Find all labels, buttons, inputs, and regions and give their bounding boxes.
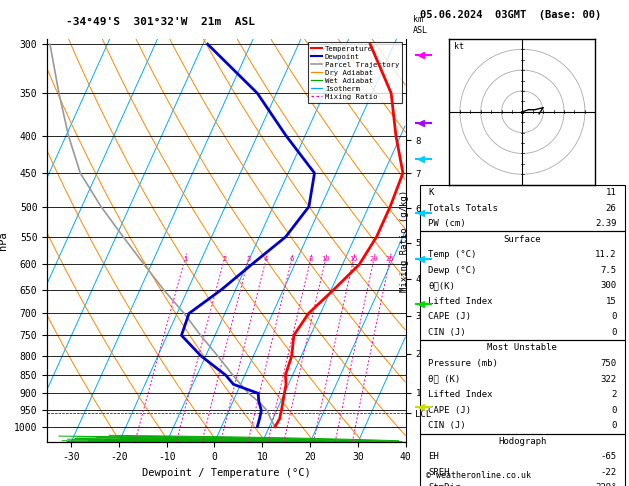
Text: Lifted Index: Lifted Index bbox=[428, 297, 493, 306]
Text: 2.39: 2.39 bbox=[595, 219, 616, 228]
Y-axis label: hPa: hPa bbox=[0, 231, 8, 250]
Text: EH: EH bbox=[428, 452, 439, 461]
X-axis label: Dewpoint / Temperature (°C): Dewpoint / Temperature (°C) bbox=[142, 468, 311, 478]
Text: CAPE (J): CAPE (J) bbox=[428, 406, 471, 415]
Text: -34°49'S  301°32'W  21m  ASL: -34°49'S 301°32'W 21m ASL bbox=[66, 17, 255, 27]
Text: StmDir: StmDir bbox=[428, 484, 460, 486]
Text: Temp (°C): Temp (°C) bbox=[428, 250, 477, 259]
Text: Mixing Ratio (g/kg): Mixing Ratio (g/kg) bbox=[400, 190, 409, 292]
Text: -22: -22 bbox=[600, 468, 616, 477]
Text: CIN (J): CIN (J) bbox=[428, 421, 466, 430]
Text: 05.06.2024  03GMT  (Base: 00): 05.06.2024 03GMT (Base: 00) bbox=[420, 10, 601, 20]
Text: θᴇ(K): θᴇ(K) bbox=[428, 281, 455, 290]
Text: 750: 750 bbox=[600, 359, 616, 368]
Text: 322: 322 bbox=[600, 375, 616, 383]
Text: 329°: 329° bbox=[595, 484, 616, 486]
Text: 10: 10 bbox=[321, 256, 330, 262]
Text: Hodograph: Hodograph bbox=[498, 437, 547, 446]
Text: Lifted Index: Lifted Index bbox=[428, 390, 493, 399]
Text: 25: 25 bbox=[386, 256, 394, 262]
Text: PW (cm): PW (cm) bbox=[428, 219, 466, 228]
Text: 0: 0 bbox=[611, 312, 616, 321]
Text: km
ASL: km ASL bbox=[413, 16, 428, 35]
Text: 15: 15 bbox=[349, 256, 358, 262]
Text: 26: 26 bbox=[606, 204, 616, 212]
Text: 300: 300 bbox=[600, 281, 616, 290]
Text: SREH: SREH bbox=[428, 468, 450, 477]
Text: 3: 3 bbox=[247, 256, 250, 262]
Text: 6: 6 bbox=[290, 256, 294, 262]
Text: 20: 20 bbox=[370, 256, 378, 262]
Text: 15: 15 bbox=[606, 297, 616, 306]
Text: 11.2: 11.2 bbox=[595, 250, 616, 259]
Text: Dewp (°C): Dewp (°C) bbox=[428, 266, 477, 275]
Text: 0: 0 bbox=[611, 406, 616, 415]
Text: 2: 2 bbox=[611, 390, 616, 399]
Text: Most Unstable: Most Unstable bbox=[487, 344, 557, 352]
Text: © weatheronline.co.uk: © weatheronline.co.uk bbox=[426, 471, 532, 480]
Text: 8: 8 bbox=[309, 256, 313, 262]
Text: CAPE (J): CAPE (J) bbox=[428, 312, 471, 321]
Text: 11: 11 bbox=[606, 188, 616, 197]
Text: K: K bbox=[428, 188, 434, 197]
Text: Pressure (mb): Pressure (mb) bbox=[428, 359, 498, 368]
Legend: Temperature, Dewpoint, Parcel Trajectory, Dry Adiabat, Wet Adiabat, Isotherm, Mi: Temperature, Dewpoint, Parcel Trajectory… bbox=[308, 42, 402, 103]
Text: 2: 2 bbox=[222, 256, 226, 262]
Text: θᴇ (K): θᴇ (K) bbox=[428, 375, 460, 383]
Text: 1: 1 bbox=[183, 256, 187, 262]
Text: -65: -65 bbox=[600, 452, 616, 461]
Text: 0: 0 bbox=[611, 421, 616, 430]
Text: kt: kt bbox=[454, 42, 464, 52]
Text: 7.5: 7.5 bbox=[600, 266, 616, 275]
Text: 4: 4 bbox=[264, 256, 268, 262]
Text: Surface: Surface bbox=[504, 235, 541, 243]
Text: 0: 0 bbox=[611, 328, 616, 337]
Text: CIN (J): CIN (J) bbox=[428, 328, 466, 337]
Text: Totals Totals: Totals Totals bbox=[428, 204, 498, 212]
